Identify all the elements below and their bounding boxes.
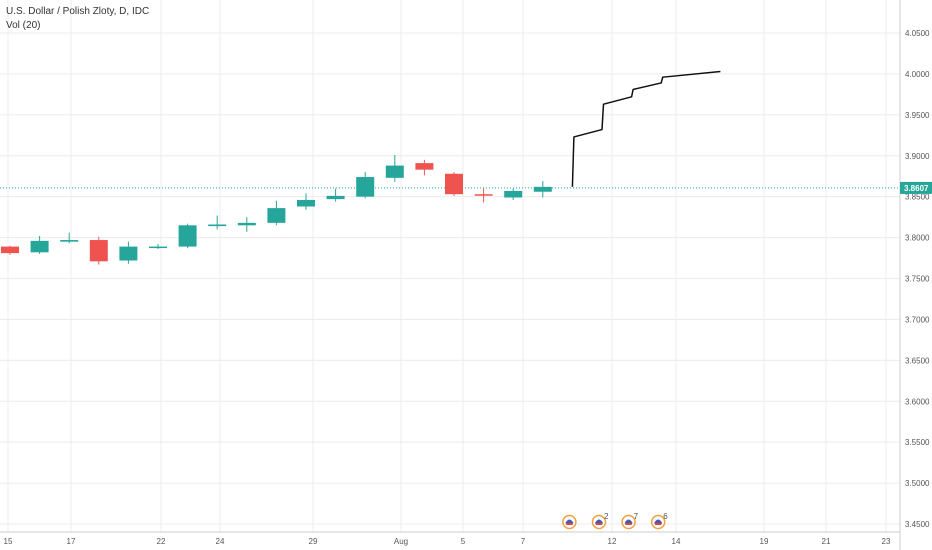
candle-16[interactable] xyxy=(474,188,493,203)
time-tick-label: 14 xyxy=(672,537,681,546)
candle-body xyxy=(533,186,552,192)
event-flag-3[interactable]: 6 xyxy=(650,512,669,530)
flag-red-part xyxy=(654,523,663,525)
event-count: 2 xyxy=(604,512,609,521)
candle-body xyxy=(326,195,345,200)
candle-body xyxy=(267,208,286,223)
price-tick-label: 3.7000 xyxy=(905,315,930,324)
projection-drawing[interactable] xyxy=(571,70,721,187)
price-tick-label: 3.6500 xyxy=(905,356,930,365)
candle-body xyxy=(89,240,108,262)
candle-2[interactable] xyxy=(60,232,79,244)
price-tick-label: 3.5000 xyxy=(905,479,930,488)
price-axis[interactable]: 4.0500 4.0000 3.9500 3.9000 3.8500 3.8000 3.75… xyxy=(899,0,932,550)
price-tick-label: 3.9500 xyxy=(905,111,930,120)
time-tick-label: 7 xyxy=(521,537,526,546)
time-tick-label: 24 xyxy=(216,537,225,546)
event-flag-0[interactable] xyxy=(562,514,577,530)
candle-body xyxy=(474,194,493,196)
candle-body xyxy=(445,173,463,195)
candle-10[interactable] xyxy=(297,193,315,210)
flag-red-part xyxy=(624,523,633,525)
flag-blue-part xyxy=(624,519,633,523)
candle-1[interactable] xyxy=(30,235,49,254)
candle-body xyxy=(385,165,404,178)
flag-red-part xyxy=(565,523,574,525)
event-flag-2[interactable]: 7 xyxy=(621,512,639,530)
volume-indicator-label[interactable]: Vol (20) xyxy=(6,20,41,31)
symbol-title[interactable]: U.S. Dollar / Polish Zloty, D, IDC xyxy=(6,6,150,17)
event-count: 6 xyxy=(663,512,668,521)
flag-blue-part xyxy=(565,519,574,523)
chart-legend: U.S. Dollar / Polish Zloty, D, IDC Vol (… xyxy=(6,5,149,33)
candle-12[interactable] xyxy=(356,172,375,199)
candle-body xyxy=(1,246,19,254)
candle-14[interactable] xyxy=(415,159,434,176)
candle-9[interactable] xyxy=(267,200,286,226)
candle-body xyxy=(119,246,138,261)
candle-3[interactable] xyxy=(89,236,108,265)
flag-blue-part xyxy=(654,519,663,523)
time-tick-label: 15 xyxy=(4,537,13,546)
time-tick-label: 17 xyxy=(67,537,76,546)
candle-7[interactable] xyxy=(208,215,227,230)
grid-horizontal-lines xyxy=(0,32,900,525)
candle-body xyxy=(208,224,227,227)
current-price-label: 3.8607 xyxy=(904,184,929,193)
candle-6[interactable] xyxy=(178,223,197,249)
price-tick-label: 3.9000 xyxy=(905,152,930,161)
candle-body xyxy=(297,199,315,207)
candle-8[interactable] xyxy=(237,217,256,232)
candle-11[interactable] xyxy=(326,188,345,202)
candles xyxy=(1,154,552,265)
candle-body xyxy=(504,190,523,198)
price-tick-label: 3.5500 xyxy=(905,438,930,447)
time-tick-label: 19 xyxy=(760,537,769,546)
time-tick-label: 23 xyxy=(882,537,891,546)
flag-red-part xyxy=(595,523,603,525)
candle-18[interactable] xyxy=(533,181,552,198)
candle-body xyxy=(30,240,49,253)
time-axis[interactable]: 15 17 22 24 29 Aug 5 7 12 14 19 21 23 xyxy=(0,531,900,546)
price-tick-label: 4.0000 xyxy=(905,70,930,79)
price-tick-label: 3.6000 xyxy=(905,397,930,406)
time-tick-label: 22 xyxy=(157,537,166,546)
grid-vertical-lines xyxy=(7,0,887,532)
price-tick-label: 3.7500 xyxy=(905,275,930,284)
price-tick-label: 3.4500 xyxy=(905,520,930,529)
candle-body xyxy=(149,246,167,249)
candle-body xyxy=(415,163,434,170)
candle-5[interactable] xyxy=(149,244,167,250)
price-tick-label: 3.8500 xyxy=(905,193,930,202)
current-price-tag xyxy=(900,181,932,194)
time-tick-label: 5 xyxy=(461,537,466,546)
candle-0[interactable] xyxy=(1,245,19,255)
candle-13[interactable] xyxy=(385,154,404,182)
time-tick-label: 21 xyxy=(822,537,831,546)
time-tick-label: Aug xyxy=(394,537,408,546)
time-tick-label: 29 xyxy=(309,537,318,546)
candle-15[interactable] xyxy=(445,172,463,196)
candle-body xyxy=(178,225,197,247)
economic-events[interactable]: 2 7 6 xyxy=(562,512,669,530)
candle-17[interactable] xyxy=(504,188,523,200)
candle-body xyxy=(237,222,256,226)
price-tick-label: 3.8000 xyxy=(905,234,930,243)
flag-blue-part xyxy=(595,519,603,523)
projection-line[interactable] xyxy=(571,70,721,187)
candle-body xyxy=(60,240,79,242)
event-count: 7 xyxy=(634,512,639,521)
price-tick-label: 4.0500 xyxy=(905,29,930,38)
candle-body xyxy=(356,177,375,197)
time-tick-label: 12 xyxy=(608,537,617,546)
candle-4[interactable] xyxy=(119,241,138,264)
event-flag-1[interactable]: 2 xyxy=(591,512,610,530)
